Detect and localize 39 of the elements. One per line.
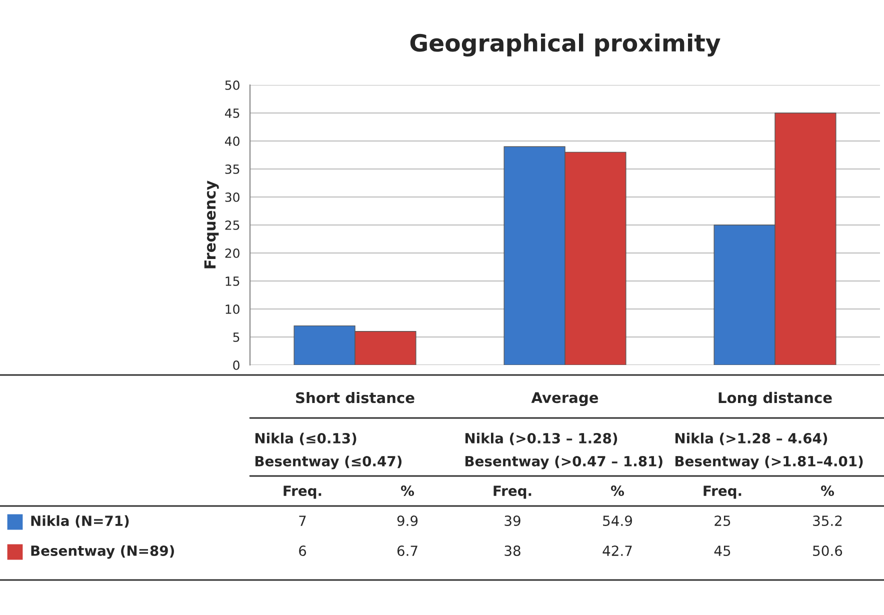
data-label: 25 — [714, 516, 730, 526]
y-tick-label: 45 — [224, 108, 240, 118]
y-tick-label: 50 — [225, 80, 240, 90]
y-tick-label: 5 — [233, 332, 240, 342]
y-tick-label: 10 — [226, 304, 240, 314]
x-tick-label: Short distance — [296, 392, 414, 404]
legend-label: Nikla (N=71) — [31, 515, 129, 528]
data-label: 39 — [504, 516, 520, 526]
text: Freq. — [704, 486, 742, 499]
text: Nikla (>1.28 – 4.64) Besentway (>1.81–4.01) — [675, 432, 863, 470]
text: 50.6 — [813, 546, 842, 556]
text: Freq. — [284, 486, 322, 499]
chart-title: Geographical proximity — [410, 33, 720, 57]
x-tick-label: Long distance — [718, 392, 832, 406]
y-tick-label: 35 — [225, 164, 240, 174]
y-tick-label: 30 — [225, 192, 240, 202]
data-label: 7 — [299, 516, 306, 526]
text: Freq. — [494, 486, 532, 499]
text: % — [400, 486, 414, 496]
text: % — [610, 486, 624, 496]
text: % — [820, 486, 834, 496]
text: Nikla (>0.13 – 1.28) Besentway (>0.47 – 1.81) — [465, 432, 662, 470]
y-tick-label: 25 — [225, 220, 240, 230]
y-tick-label: 20 — [225, 248, 240, 258]
text: 42.7 — [602, 546, 632, 556]
text: 6.7 — [397, 546, 418, 556]
legend-label: Besentway (N=89) — [31, 545, 174, 559]
y-tick-label: 40 — [224, 136, 240, 146]
text: 54.9 — [603, 516, 632, 526]
data-label: 6 — [299, 546, 306, 556]
x-tick-label: Average — [531, 392, 598, 406]
text: 9.9 — [397, 516, 418, 526]
data-label: 38 — [504, 546, 520, 556]
y-axis-title: Frequency — [204, 180, 219, 268]
text: Nikla (≤0.13) Besentway (≤0.47) — [255, 432, 402, 470]
text: 35.2 — [813, 516, 842, 526]
y-tick-label: 15 — [226, 276, 240, 286]
data-label: 45 — [714, 546, 730, 556]
y-tick-label: 0 — [233, 360, 240, 370]
